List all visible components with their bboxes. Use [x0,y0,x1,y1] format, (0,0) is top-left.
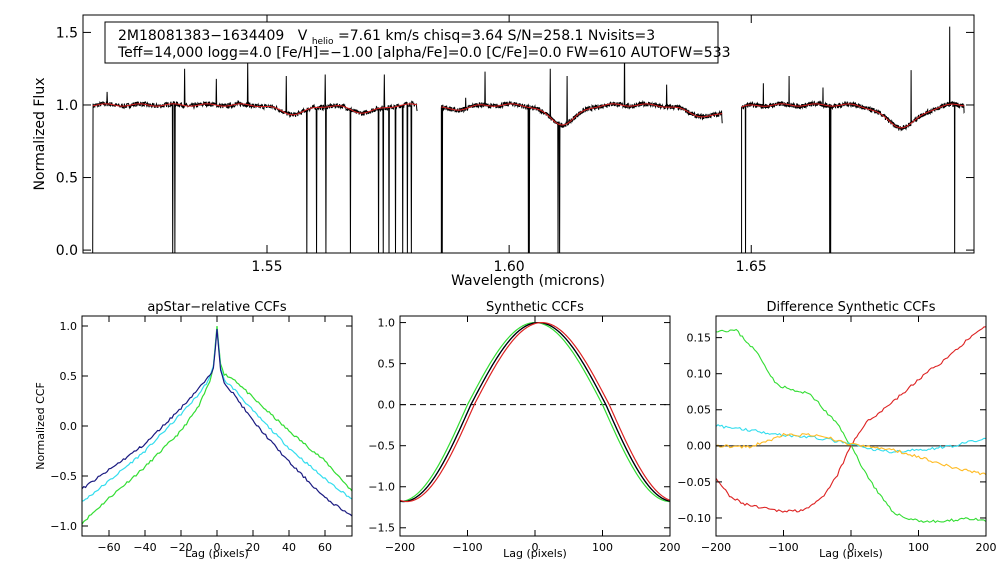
spectrum-ytick-label: 0.0 [56,243,78,259]
difference-ccf-plot-area [716,326,986,524]
difference-ccf-line-cyan [716,423,986,454]
spectrum-xtick-label: 1.55 [251,259,282,275]
synthetic-ccf-axes: −200 −100 0 100 200 −1.5 −1.0 −0.5 0.0 0.5 1.0 [368,316,681,554]
header-line-2: Teff=14,000 logg=4.0 [Fe/H]=−1.00 [alpha… [117,45,731,61]
apstar-ccf-xlabel: Lag (pixels) [185,547,249,560]
apstar-ccf-xtick-label: −20 [169,541,192,554]
apstar-ccf-ytick-label: 0.0 [60,420,78,433]
velocity-subscript: helio [312,37,334,47]
synthetic-ccf-panel: Synthetic CCFs −200 −100 0 100 200 −1.5 −1.0 −0… [368,300,680,560]
difference-ccf-ytick-label: 0.10 [687,368,712,381]
difference-ccf-ytick-label: −0.05 [677,476,711,489]
difference-ccf-xtick-label: −200 [701,541,731,554]
spectrum-panel: 1.55 1.60 1.65 0.0 0.5 1.0 1.5 Wavelength (mic… [32,14,975,289]
apstar-ccf-axes: −60 −40 −20 0 20 40 60 −1.0 −0.5 0.0 0.5 1.0 [50,316,352,554]
difference-ccf-ytick-label: 0.00 [687,440,712,453]
difference-ccf-ytick-label: −0.10 [677,512,711,525]
synthetic-ccf-ytick-label: −1.5 [368,522,395,535]
apstar-ccf-ylabel: Normalized CCF [34,382,47,470]
spectrum-ylabel: Normalized Flux [32,78,48,191]
apstar-ccf-panel: apStar−relative CCFs −60 −40 −20 0 20 40 60 −1.… [34,300,353,560]
velocity-label: V [298,28,308,44]
synthetic-ccf-ytick-label: 0.5 [378,357,396,370]
spectrum-observed-line [92,61,418,253]
difference-ccf-line-orange [716,432,986,476]
spectrum-model-line [92,103,418,116]
difference-ccf-xtick-label: −100 [768,541,798,554]
synthetic-ccf-xtick-label: −200 [385,541,415,554]
difference-ccf-panel: Difference Synthetic CCFs −200 −100 0 100 20… [677,300,996,560]
spectrum-ytick-label: 1.5 [56,25,78,41]
apstar-ccf-ytick-label: −0.5 [50,470,77,483]
spectrum-ytick-label: 0.5 [56,170,78,186]
synthetic-ccf-plot-area [400,321,670,503]
apstar-ccf-ytick-label: −1.0 [50,520,77,533]
apstar-ccf-title: apStar−relative CCFs [147,300,287,315]
apstar-ccf-xtick-label: −40 [133,541,156,554]
synthetic-ccf-line-visit-3 [400,321,670,503]
synthetic-ccf-title: Synthetic CCFs [486,300,584,315]
difference-ccf-title: Difference Synthetic CCFs [766,300,935,315]
header-box-frame [104,21,719,64]
header-line-1-rest: =7.61 km/s chisq=3.64 S/N=258.1 Nvisits=… [338,28,655,44]
synthetic-ccf-xlabel: Lag (pixels) [503,547,567,560]
difference-ccf-xtick-label: 100 [908,541,929,554]
synthetic-ccf-xtick-label: 0 [532,541,539,554]
synthetic-ccf-ytick-label: 1.0 [378,316,396,329]
spectrum-model-line [741,103,965,129]
apstar-ccf-ytick-label: 1.0 [60,320,78,333]
spectrum-xtick-label: 1.65 [736,259,767,275]
difference-ccf-ytick-label: 0.05 [687,404,712,417]
synthetic-ccf-ytick-label: 0.0 [378,399,396,412]
difference-ccf-ytick-label: 0.15 [687,331,712,344]
apstar-ccf-plot-area [82,325,352,525]
difference-ccf-line-red [716,326,986,513]
synthetic-ccf-line-visit-2 [400,321,670,503]
apstar-ccf-line-visit-1 [82,325,352,525]
synthetic-ccf-xtick-label: −100 [452,541,482,554]
synthetic-ccf-ytick-label: −1.0 [368,481,395,494]
difference-ccf-xtick-label: 0 [848,541,855,554]
synthetic-ccf-line-visit-1 [400,321,670,503]
apstar-ccf-xtick-label: 0 [214,541,221,554]
spectrum-observed-line [741,26,965,253]
difference-ccf-xtick-label: 200 [976,541,997,554]
header-line-1: 2M18081383−1634409 V helio =7.61 km/s ch… [118,28,655,48]
apstar-ccf-xtick-label: 60 [318,541,332,554]
difference-ccf-axes: −200 −100 0 100 200 −0.10 −0.05 0.00 0.05 0.10 0.1… [677,316,997,554]
synthetic-ccf-line-template [400,321,670,503]
synthetic-ccf-frame [399,315,671,537]
spectrum-xtick-label: 1.60 [494,259,525,275]
spectrum-plot-area [92,26,965,253]
spectrum-xlabel: Wavelength (microns) [451,273,605,289]
star-id: 2M18081383−1634409 [118,28,284,44]
synthetic-ccf-xtick-label: 200 [660,541,681,554]
spectrum-ytick-label: 1.0 [56,98,78,114]
apstar-ccf-xtick-label: 40 [282,541,296,554]
header-box: 2M18081383−1634409 V helio =7.61 km/s ch… [104,21,731,64]
synthetic-ccf-ytick-label: −0.5 [368,440,395,453]
apstar-ccf-xtick-label: 20 [246,541,260,554]
apstar-ccf-xtick-label: −60 [97,541,120,554]
spectrum-frame [82,14,975,254]
apstar-ccf-line-visit-2 [82,328,352,502]
spectrum-model-line [441,103,723,126]
difference-ccf-xlabel: Lag (pixels) [819,547,883,560]
synthetic-ccf-line-combined [400,321,670,503]
synthetic-ccf-xtick-label: 100 [592,541,613,554]
apstar-ccf-ytick-label: 0.5 [60,370,78,383]
apstar-ccf-line-visit-3 [82,328,352,517]
apstar-ccf-frame [81,315,353,537]
difference-ccf-frame [715,315,987,537]
spectrum-axes: 1.55 1.60 1.65 0.0 0.5 1.0 1.5 [56,15,974,275]
spectrum-observed-line [440,39,723,253]
